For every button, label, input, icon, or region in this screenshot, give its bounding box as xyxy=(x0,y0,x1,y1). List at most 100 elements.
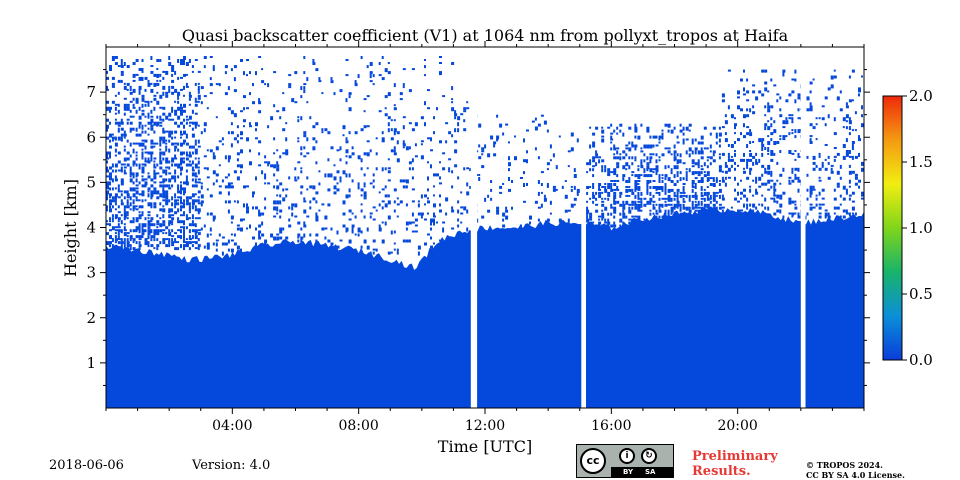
noise-speckle xyxy=(752,111,756,115)
colorbar-ticks: 0.00.51.01.52.0 xyxy=(902,87,933,369)
noise-speckle xyxy=(339,239,343,242)
noise-speckle xyxy=(827,212,830,216)
noise-speckle xyxy=(276,149,279,152)
noise-speckle xyxy=(180,172,182,176)
noise-speckle xyxy=(212,68,215,72)
noise-speckle xyxy=(420,140,424,143)
colorbar-tick-label: 1.5 xyxy=(909,153,933,171)
noise-speckle xyxy=(743,114,746,119)
noise-speckle xyxy=(183,62,185,65)
noise-speckle xyxy=(854,129,857,132)
noise-speckle xyxy=(270,116,274,121)
noise-speckle xyxy=(156,244,160,248)
noise-speckle xyxy=(408,239,411,243)
noise-speckle xyxy=(393,146,396,150)
noise-speckle xyxy=(109,187,111,191)
noise-speckle xyxy=(135,97,139,102)
noise-speckle xyxy=(354,131,358,135)
noise-speckle xyxy=(706,191,710,195)
noise-speckle xyxy=(610,186,613,189)
noise-speckle xyxy=(282,128,286,132)
cc-license-badge: cc i ↻ BY SA xyxy=(576,444,674,478)
noise-speckle xyxy=(372,218,376,221)
noise-speckle xyxy=(534,126,538,131)
noise-speckle xyxy=(315,200,318,204)
noise-speckle xyxy=(200,227,203,231)
noise-speckle xyxy=(794,150,797,152)
noise-speckle xyxy=(174,148,177,152)
noise-speckle xyxy=(712,183,716,187)
noise-speckle xyxy=(664,123,668,127)
noise-speckle xyxy=(150,238,153,242)
noise-speckle xyxy=(258,101,262,105)
noise-speckle xyxy=(779,114,783,118)
noise-speckle xyxy=(183,235,185,239)
noise-speckle xyxy=(607,126,611,129)
noise-speckle xyxy=(613,200,617,205)
noise-speckle xyxy=(306,101,309,104)
noise-speckle xyxy=(830,170,834,174)
noise-speckle xyxy=(162,178,166,183)
noise-speckle xyxy=(336,182,339,185)
noise-speckle xyxy=(114,175,117,179)
noise-speckle xyxy=(460,221,463,224)
noise-speckle xyxy=(679,191,683,194)
noise-speckle xyxy=(592,186,595,189)
noise-speckle xyxy=(743,87,745,92)
noise-speckle xyxy=(573,197,577,201)
noise-speckle xyxy=(126,193,130,197)
noise-speckle xyxy=(821,161,824,166)
noise-speckle xyxy=(746,132,750,136)
noise-speckle xyxy=(616,150,619,155)
noise-speckle xyxy=(752,194,755,197)
noise-speckle xyxy=(147,115,150,119)
noise-speckle xyxy=(165,184,169,188)
noise-speckle xyxy=(324,173,327,178)
noise-speckle xyxy=(141,211,144,215)
noise-speckle xyxy=(697,171,701,175)
noise-speckle xyxy=(138,106,141,111)
noise-speckle xyxy=(111,214,114,218)
noise-speckle xyxy=(233,113,237,118)
noise-speckle xyxy=(153,223,156,227)
noise-speckle xyxy=(126,151,130,155)
noise-speckle xyxy=(667,197,671,202)
noise-speckle xyxy=(106,205,108,209)
noise-speckle xyxy=(123,211,127,216)
noise-speckle xyxy=(634,180,638,183)
noise-speckle xyxy=(640,123,643,127)
noise-speckle xyxy=(749,132,753,137)
noise-speckle xyxy=(249,122,251,126)
noise-speckle xyxy=(616,126,619,130)
noise-speckle xyxy=(114,94,117,97)
noise-speckle xyxy=(372,206,376,209)
noise-speckle xyxy=(215,242,218,247)
noise-speckle xyxy=(679,171,682,175)
noise-speckle xyxy=(191,121,195,125)
noise-speckle xyxy=(183,211,185,215)
noise-speckle xyxy=(111,244,114,249)
noise-speckle xyxy=(106,106,109,111)
noise-speckle xyxy=(318,209,321,212)
noise-speckle xyxy=(402,140,405,145)
noise-speckle xyxy=(779,108,782,112)
noise-speckle xyxy=(655,186,659,190)
noise-speckle xyxy=(150,56,153,60)
noise-speckle xyxy=(791,215,794,218)
noise-speckle xyxy=(752,105,755,109)
noise-speckle xyxy=(749,170,752,175)
noise-speckle xyxy=(836,96,840,101)
noise-speckle xyxy=(165,190,169,194)
noise-speckle xyxy=(700,165,703,168)
noise-speckle xyxy=(246,203,248,207)
noise-speckle xyxy=(117,238,121,241)
noise-speckle xyxy=(767,90,770,93)
noise-speckle xyxy=(767,147,770,151)
noise-speckle xyxy=(637,206,641,211)
data-gap xyxy=(800,47,806,408)
noise-speckle xyxy=(156,100,160,105)
noise-speckle xyxy=(168,178,172,183)
noise-speckle xyxy=(114,232,117,235)
noise-speckle xyxy=(150,178,154,182)
noise-speckle xyxy=(688,129,691,132)
